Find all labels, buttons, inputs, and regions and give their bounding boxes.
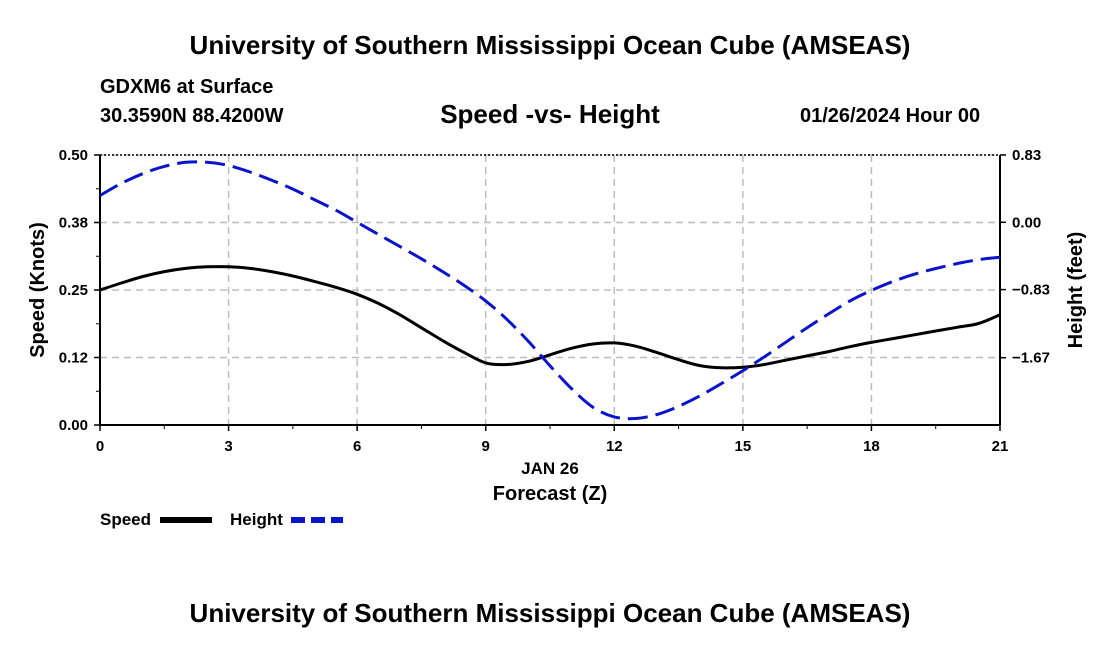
- x-axis-label: Forecast (Z): [493, 483, 607, 505]
- legend: Speed Height: [100, 510, 343, 529]
- y-left-tick-label: 0.12: [59, 350, 88, 367]
- series-line-height: [99, 160, 1001, 421]
- y-left-tick-label: 0.00: [59, 417, 88, 434]
- station-label: GDXM6 at Surface: [100, 76, 274, 98]
- x-tick-label: 18: [863, 438, 880, 455]
- legend-speed-label: Speed: [100, 510, 151, 529]
- x-tick-label: 9: [482, 438, 490, 455]
- x-tick-label: 0: [96, 438, 104, 455]
- tick-label-layer: 0 3 6 9 12 15 18 21 0.00 0.12 0.25 0.38 0.50 0.83 0.00…: [59, 147, 1050, 455]
- x-date-label: JAN 26: [521, 459, 579, 478]
- y-left-tick-label: 0.25: [59, 282, 88, 299]
- y-axis-left-label: Speed (Knots): [27, 222, 49, 358]
- x-tick-label: 15: [735, 438, 752, 455]
- coordinates-label: 30.3590N 88.4200W: [100, 105, 284, 127]
- x-tick-label: 3: [224, 438, 232, 455]
- y-right-tick-label: 0.00: [1012, 214, 1041, 231]
- forecast-date-label: 01/26/2024 Hour 00: [800, 105, 981, 127]
- main-title: University of Southern Mississippi Ocean…: [189, 30, 911, 60]
- y-right-tick-label: −0.83: [1012, 282, 1050, 299]
- y-left-tick-label: 0.38: [59, 215, 88, 232]
- x-tick-label: 12: [606, 438, 623, 455]
- y-right-tick-label: 0.83: [1012, 147, 1041, 164]
- y-left-tick-label: 0.50: [59, 147, 88, 164]
- axis-layer: [94, 154, 1006, 431]
- x-tick-label: 21: [992, 438, 1009, 455]
- chart-title: Speed -vs- Height: [440, 99, 660, 129]
- y-right-tick-label: −1.67: [1012, 350, 1050, 367]
- grid-layer: [100, 154, 1000, 425]
- x-tick-label: 6: [353, 438, 361, 455]
- series-line-speed: [99, 265, 1001, 370]
- footer-title: University of Southern Mississippi Ocean…: [189, 598, 911, 628]
- series-layer: [99, 160, 1001, 421]
- y-axis-right-label: Height (feet): [1065, 232, 1087, 349]
- legend-height-label: Height: [230, 510, 283, 529]
